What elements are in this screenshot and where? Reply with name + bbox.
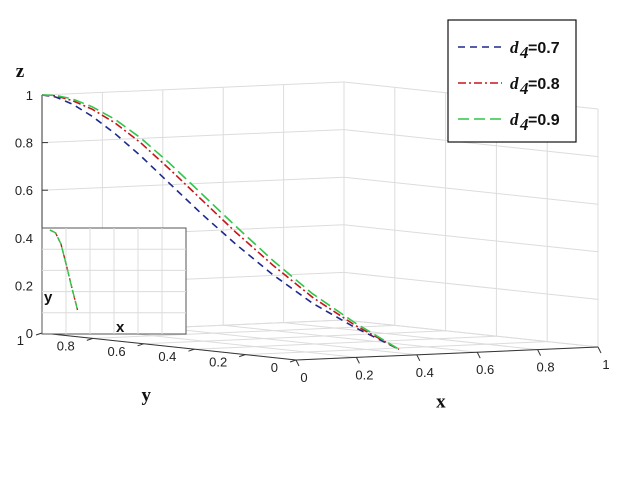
x-tick-label: 0.4 <box>416 365 434 380</box>
legend-label: =0.8 <box>528 76 560 93</box>
y-tick-label: 1 <box>17 333 24 348</box>
x-axis-label: x <box>436 392 446 413</box>
series-lines <box>41 94 400 351</box>
inset-series-line <box>49 229 79 311</box>
z-axis-label: z <box>16 61 25 82</box>
x-axis-line <box>295 346 599 361</box>
z-tick-label: 1 <box>26 88 33 103</box>
y-tick-mark <box>86 337 93 341</box>
legend-label: =0.9 <box>528 112 560 129</box>
y-tick-label: 0.6 <box>108 344 126 359</box>
legend-box <box>447 19 577 143</box>
tick-labels: 0 0.2 0.4 0.6 0.8 100.20.40.60.81 00.20.40.60.… <box>15 61 610 413</box>
z-tick-label: 0.4 <box>15 231 33 246</box>
floor-grid-line <box>283 322 538 351</box>
wall-grid-line <box>343 319 599 348</box>
x-tick-mark <box>597 346 602 354</box>
x-tick-mark <box>476 351 481 359</box>
legend-symbol: d <box>510 74 519 93</box>
x-tick-mark <box>355 357 360 364</box>
inset-plot: yx <box>41 227 187 336</box>
wall-grid-line <box>343 176 599 205</box>
legend-subscript: 4 <box>519 43 529 62</box>
wall-grid-line <box>41 129 345 144</box>
x-tick-label: 1 <box>602 357 609 372</box>
legend-subscript: 4 <box>519 115 529 134</box>
wall-grid-line <box>343 224 599 253</box>
floor-grid-line <box>102 329 357 358</box>
y-tick-label: 0 <box>271 360 278 375</box>
y-tick-label: 0.2 <box>209 355 227 370</box>
z-tick-label: 0.2 <box>15 278 33 293</box>
legend-symbol: d <box>510 110 519 129</box>
x-tick-mark <box>416 354 421 362</box>
y-tick-mark <box>35 332 43 336</box>
wall-grid-line <box>41 81 345 96</box>
z-tick-label: 0.6 <box>15 183 33 198</box>
series-line <box>41 94 400 351</box>
x-tick-mark <box>295 359 300 367</box>
legend: d 4 =0.7d 4 =0.8d 4 =0.9 <box>447 19 577 143</box>
floor-grid-line <box>194 335 497 350</box>
wall-grid-line <box>343 129 599 158</box>
inset-y-label: y <box>44 289 53 306</box>
y-tick-label: 0.4 <box>158 349 176 364</box>
series-line <box>41 94 400 351</box>
y-tick-mark <box>239 354 246 358</box>
series-line <box>41 94 400 350</box>
y-tick-mark <box>188 348 195 352</box>
x-tick-label: 0 <box>300 370 307 385</box>
floor-grid-line <box>162 327 417 356</box>
legend-label: =0.7 <box>528 40 560 57</box>
y-axis-line <box>41 332 297 361</box>
inset-x-label: x <box>116 319 125 336</box>
y-tick-label: 0.8 <box>57 338 75 353</box>
x-tick-label: 0.2 <box>355 367 373 382</box>
floor-grid-line <box>223 324 478 353</box>
y-tick-mark <box>137 343 144 347</box>
wall-grid-line <box>41 176 345 191</box>
floor-grid-line <box>143 330 446 345</box>
x-tick-label: 0.8 <box>537 360 555 375</box>
floor-grid-line <box>92 324 395 339</box>
y-tick-mark <box>289 359 297 363</box>
x-tick-mark <box>537 349 542 356</box>
wall-grid-line <box>343 271 599 300</box>
y-axis-label: y <box>142 385 152 406</box>
x-tick-label: 0.6 <box>476 362 494 377</box>
legend-symbol: d <box>510 38 519 57</box>
z-tick-label: 0 <box>26 326 33 341</box>
z-tick-label: 0.8 <box>15 136 33 151</box>
legend-subscript: 4 <box>519 79 529 98</box>
